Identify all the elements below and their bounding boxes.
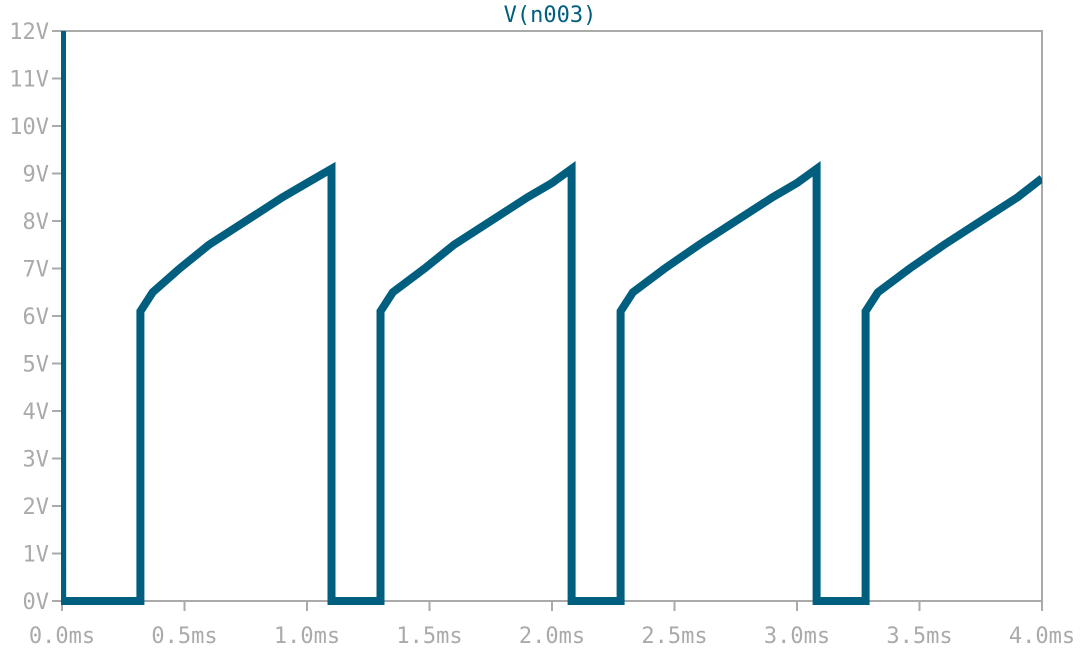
y-tick-label: 3V <box>23 448 50 473</box>
y-tick-label: 5V <box>23 353 50 378</box>
plot-frame <box>61 30 1043 602</box>
y-tick-label: 0V <box>23 590 50 615</box>
x-tick-label: 0.0ms <box>29 624 95 649</box>
y-axis: 0V 1V 2V 3V 4V 5V 6V 7V 8V 9V 10V 11V 12V <box>9 20 62 615</box>
x-axis: 0.0ms 0.5ms 1.0ms 1.5ms 2.0ms 2.5ms 3.0ms 3.5ms… <box>29 601 1075 649</box>
y-tick-label: 1V <box>23 543 50 568</box>
y-tick-label: 7V <box>23 258 50 283</box>
x-tick-label: 2.5ms <box>641 624 707 649</box>
x-tick-label: 0.5ms <box>151 624 217 649</box>
x-tick-label: 4.0ms <box>1009 624 1075 649</box>
x-tick-label: 3.5ms <box>886 624 952 649</box>
y-tick-label: 4V <box>23 400 50 425</box>
x-tick-label: 1.0ms <box>274 624 340 649</box>
y-tick-label: 11V <box>9 68 49 93</box>
y-tick-label: 8V <box>23 210 50 235</box>
y-tick-label: 6V <box>23 305 50 330</box>
x-tick-label: 2.0ms <box>519 624 585 649</box>
x-tick-label: 1.5ms <box>396 624 462 649</box>
x-tick-label: 3.0ms <box>764 624 830 649</box>
y-tick-label: 2V <box>23 495 50 520</box>
y-tick-label: 9V <box>23 163 50 188</box>
series-line <box>61 30 1042 605</box>
series-group <box>61 30 1042 605</box>
y-tick-label: 12V <box>9 20 49 45</box>
y-tick-label: 10V <box>9 115 49 140</box>
chart-title: V(n003) <box>504 3 597 28</box>
